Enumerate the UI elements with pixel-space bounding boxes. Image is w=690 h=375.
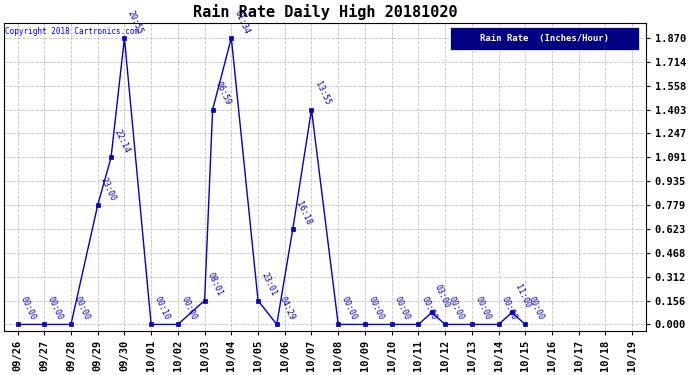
Text: 20:55: 20:55	[126, 9, 144, 35]
Text: 16:18: 16:18	[294, 200, 313, 226]
Text: 00:00: 00:00	[19, 295, 38, 322]
Text: 00:00: 00:00	[46, 295, 64, 322]
Text: 23:00: 23:00	[99, 176, 118, 203]
Text: Rain Rate  (Inches/Hour): Rain Rate (Inches/Hour)	[480, 34, 609, 44]
Text: 04:29: 04:29	[278, 295, 297, 322]
Text: 00:00: 00:00	[526, 295, 545, 322]
Text: 13:55: 13:55	[313, 80, 332, 107]
Text: 00:00: 00:00	[473, 295, 492, 322]
Text: Copyright 2018 Cartronics.com: Copyright 2018 Cartronics.com	[6, 27, 139, 36]
Text: 22:14: 22:14	[112, 128, 131, 154]
Text: 00:00: 00:00	[366, 295, 385, 322]
Text: 00:00: 00:00	[446, 295, 465, 322]
Text: 06:59: 06:59	[214, 80, 233, 107]
Title: Rain Rate Daily High 20181020: Rain Rate Daily High 20181020	[193, 4, 457, 20]
Text: 23:01: 23:01	[259, 271, 278, 298]
Text: 00:00: 00:00	[393, 295, 412, 322]
FancyBboxPatch shape	[450, 27, 639, 50]
Text: 00:00: 00:00	[420, 295, 439, 322]
Text: 03:00: 03:00	[433, 283, 452, 310]
Text: 01:34: 01:34	[233, 9, 251, 35]
Text: 00:00: 00:00	[179, 295, 198, 322]
Text: 00:00: 00:00	[500, 295, 519, 322]
Text: 00:00: 00:00	[72, 295, 91, 322]
Text: 00:00: 00:00	[339, 295, 358, 322]
Text: 11:00: 11:00	[513, 283, 532, 310]
Text: 00:10: 00:10	[152, 295, 171, 322]
Text: 08:01: 08:01	[206, 271, 225, 298]
